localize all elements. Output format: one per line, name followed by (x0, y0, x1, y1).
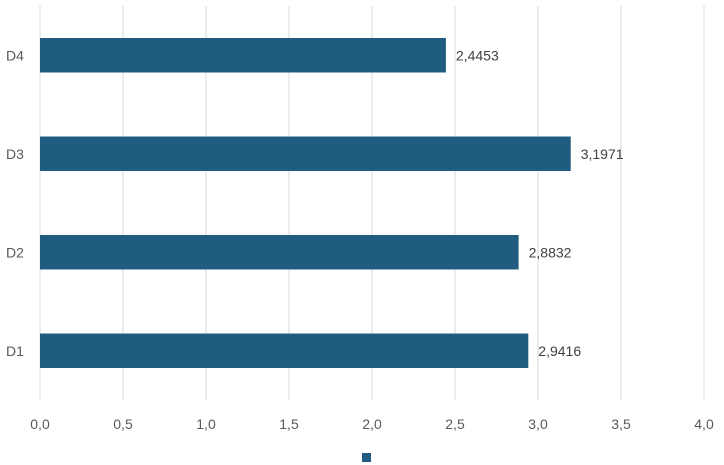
data-label: 2,4453 (456, 47, 499, 63)
data-label: 2,9416 (538, 343, 581, 359)
x-tick-label: 2,0 (362, 416, 382, 432)
x-tick-label: 2,5 (445, 416, 465, 432)
bars (40, 38, 571, 368)
x-tick-label: 3,0 (528, 416, 548, 432)
bar (40, 333, 529, 368)
category-label: D2 (6, 244, 24, 260)
x-tick-label: 1,5 (279, 416, 299, 432)
bar (40, 235, 519, 270)
x-tick-label: 0,5 (113, 416, 133, 432)
x-tick-label: 1,0 (196, 416, 216, 432)
bar (40, 38, 446, 73)
category-labels: D1 D2 D3 D4 (6, 47, 24, 359)
x-tick-label: 3,5 (611, 416, 631, 432)
data-label: 3,1971 (581, 146, 624, 162)
legend-marker (362, 453, 371, 462)
data-label: 2,8832 (529, 244, 572, 260)
x-tick-label: 0,0 (30, 416, 50, 432)
bar (40, 136, 571, 171)
legend (362, 453, 371, 462)
x-tick-label: 4,0 (694, 416, 714, 432)
category-label: D1 (6, 343, 24, 359)
x-tick-labels: 0,0 0,5 1,0 1,5 2,0 2,5 3,0 3,5 4,0 (30, 416, 714, 432)
category-label: D4 (6, 47, 24, 63)
data-labels: 2,9416 2,8832 3,1971 2,4453 (456, 47, 624, 359)
category-label: D3 (6, 146, 24, 162)
